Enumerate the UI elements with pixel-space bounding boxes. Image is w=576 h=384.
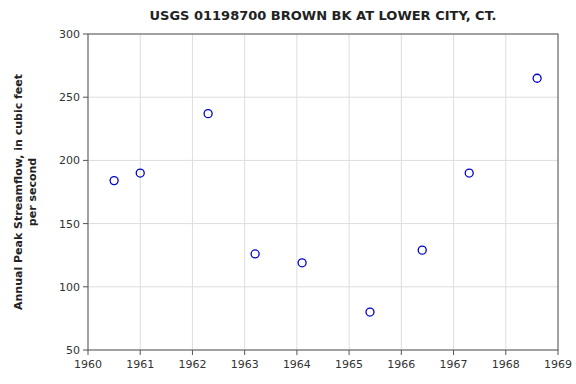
y-tick-label: 100	[59, 281, 80, 294]
y-tick	[83, 223, 88, 224]
x-grid-line	[401, 34, 402, 350]
x-tick-label: 1961	[126, 358, 154, 371]
grid	[88, 34, 558, 350]
plot-frame	[88, 34, 558, 350]
x-tick	[558, 350, 559, 355]
x-tick	[505, 350, 506, 355]
y-tick	[83, 34, 88, 35]
x-tick-label: 1968	[492, 358, 520, 371]
x-grid-line	[349, 34, 350, 350]
x-tick	[401, 350, 402, 355]
y-tick-label: 200	[59, 154, 80, 167]
y-tick-label: 250	[59, 91, 80, 104]
y-tick	[83, 160, 88, 161]
y-axis-label-line: per second	[26, 158, 39, 226]
x-tick-label: 1964	[283, 358, 311, 371]
x-tick-label: 1960	[74, 358, 102, 371]
x-tick	[192, 350, 193, 355]
x-tick	[140, 350, 141, 355]
x-tick-label: 1965	[335, 358, 363, 371]
x-tick	[296, 350, 297, 355]
x-grid-line	[192, 34, 193, 350]
y-grid-line	[88, 97, 558, 98]
points	[110, 74, 541, 316]
point	[298, 259, 306, 267]
y-grid-line	[88, 223, 558, 224]
x-tick-label: 1962	[178, 358, 206, 371]
y-tick	[83, 286, 88, 287]
y-axis-label-line: Annual Peak Streamflow, in cubic feet	[12, 74, 25, 310]
axes: 1960 1961 1962 1963 1964 1965 1966 1967 1968 1969…	[59, 28, 572, 371]
point	[110, 177, 118, 185]
x-grid-line	[505, 34, 506, 350]
y-tick-label: 50	[66, 344, 80, 357]
x-tick-label: 1969	[544, 358, 572, 371]
point	[366, 308, 374, 316]
point	[251, 250, 259, 258]
x-tick	[244, 350, 245, 355]
y-tick-label: 150	[59, 218, 80, 231]
y-axis-label: Annual Peak Streamflow, in cubic feetper…	[12, 74, 39, 310]
x-tick-label: 1963	[231, 358, 259, 371]
y-grid-line	[88, 160, 558, 161]
x-grid-line	[244, 34, 245, 350]
point	[533, 74, 541, 82]
plot-area	[88, 34, 558, 350]
chart: 1960 1961 1962 1963 1964 1965 1966 1967 1968 1969…	[0, 0, 576, 384]
x-tick-label: 1966	[387, 358, 415, 371]
point	[418, 246, 426, 254]
y-tick-label: 300	[59, 28, 80, 41]
x-tick-label: 1967	[440, 358, 468, 371]
point	[465, 169, 473, 177]
x-grid-line	[453, 34, 454, 350]
x-grid-line	[140, 34, 141, 350]
x-tick	[349, 350, 350, 355]
x-grid-line	[296, 34, 297, 350]
y-tick	[83, 97, 88, 98]
point	[204, 110, 212, 118]
y-grid-line	[88, 286, 558, 287]
x-tick	[88, 350, 89, 355]
title: USGS 01198700 BROWN BK AT LOWER CITY, CT…	[149, 8, 496, 23]
y-tick	[83, 350, 88, 351]
x-tick	[453, 350, 454, 355]
point	[136, 169, 144, 177]
